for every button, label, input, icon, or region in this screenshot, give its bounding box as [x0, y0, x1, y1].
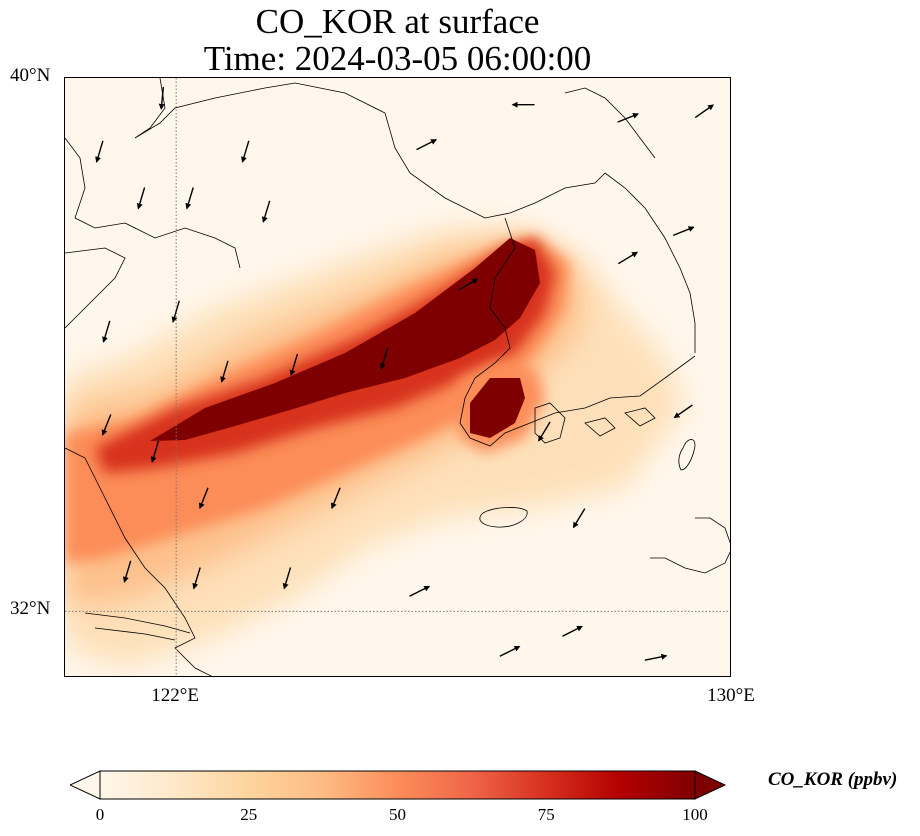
concentration-field [65, 228, 685, 668]
wind-arrow [185, 187, 194, 210]
wind-arrow [672, 226, 695, 237]
lat-tick-label: 32°N [10, 598, 51, 620]
wind-arrow [282, 567, 292, 590]
secondary-plume-core [470, 378, 525, 438]
wind-arrow [289, 353, 299, 377]
wind-vectors [95, 87, 715, 661]
wind-arrow [150, 440, 160, 463]
wind-arrow [122, 560, 132, 583]
wind-arrow [538, 421, 551, 442]
wind-arrow [158, 87, 165, 110]
coastlines [65, 78, 730, 676]
wind-arrow [409, 585, 431, 597]
colorbar [70, 770, 727, 800]
jiangsu-coast [65, 447, 212, 676]
colorbar-tick-label: 75 [537, 805, 555, 824]
wind-arrow [572, 508, 586, 529]
lon-tick-label: 130°E [707, 685, 755, 706]
lon-tick-label: 122°E [151, 685, 200, 706]
wind-arrow [694, 104, 715, 119]
wind-arrow [499, 645, 521, 657]
korea-north-coast [564, 87, 656, 159]
lat-tick-label: 40°N [10, 65, 51, 86]
wind-arrow [458, 278, 479, 291]
map-subtitle-time: Time: 2024-03-05 06:00:00 [203, 39, 592, 78]
wind-arrow [617, 251, 639, 265]
wind-arrow [617, 112, 639, 123]
wind-arrow [95, 140, 104, 163]
korea-west-coast [459, 217, 696, 447]
colorbar-extend-min [70, 770, 101, 800]
liaodong-peninsula-coast [134, 78, 606, 219]
colorbar-tick-label: 50 [389, 805, 406, 824]
colorbar-label: CO_KOR (ppbv) [768, 769, 898, 790]
korea-east-coast [604, 172, 696, 353]
colorbar-tick-label: 0 [95, 805, 105, 824]
wind-arrow [644, 653, 668, 661]
wind-arrow [673, 404, 693, 419]
wind-arrow [241, 140, 250, 163]
map-panel[interactable] [64, 77, 731, 677]
map-canvas [65, 78, 730, 676]
wind-arrow [416, 139, 437, 151]
jeju-island [479, 507, 528, 528]
colorbar-tick-label: 100 [682, 805, 708, 824]
wind-arrow [220, 360, 229, 383]
wind-arrow [261, 200, 271, 223]
colorbar-extend-max [694, 770, 727, 800]
tsushima-island [678, 439, 696, 471]
yangtze-estuary [84, 612, 191, 641]
wind-arrow [330, 487, 341, 510]
gridlines [65, 78, 730, 676]
southern-archipelago [534, 402, 656, 444]
colorbar-tick-label: 25 [240, 805, 258, 824]
wind-arrow [562, 625, 583, 637]
bohai-west-coast [65, 137, 241, 269]
wind-arrow [136, 187, 146, 210]
wind-arrow [171, 300, 180, 323]
plume-core [150, 238, 540, 441]
shandong-peninsula-coast [65, 247, 126, 329]
wind-arrow [102, 320, 111, 343]
map-title: CO_KOR at surface [255, 2, 540, 41]
kyushu-coast [650, 517, 730, 574]
wind-arrow [192, 567, 201, 590]
wind-arrow [101, 414, 112, 436]
wind-arrow [379, 347, 389, 370]
colorbar-gradient [99, 770, 696, 800]
wind-arrow [198, 487, 209, 510]
